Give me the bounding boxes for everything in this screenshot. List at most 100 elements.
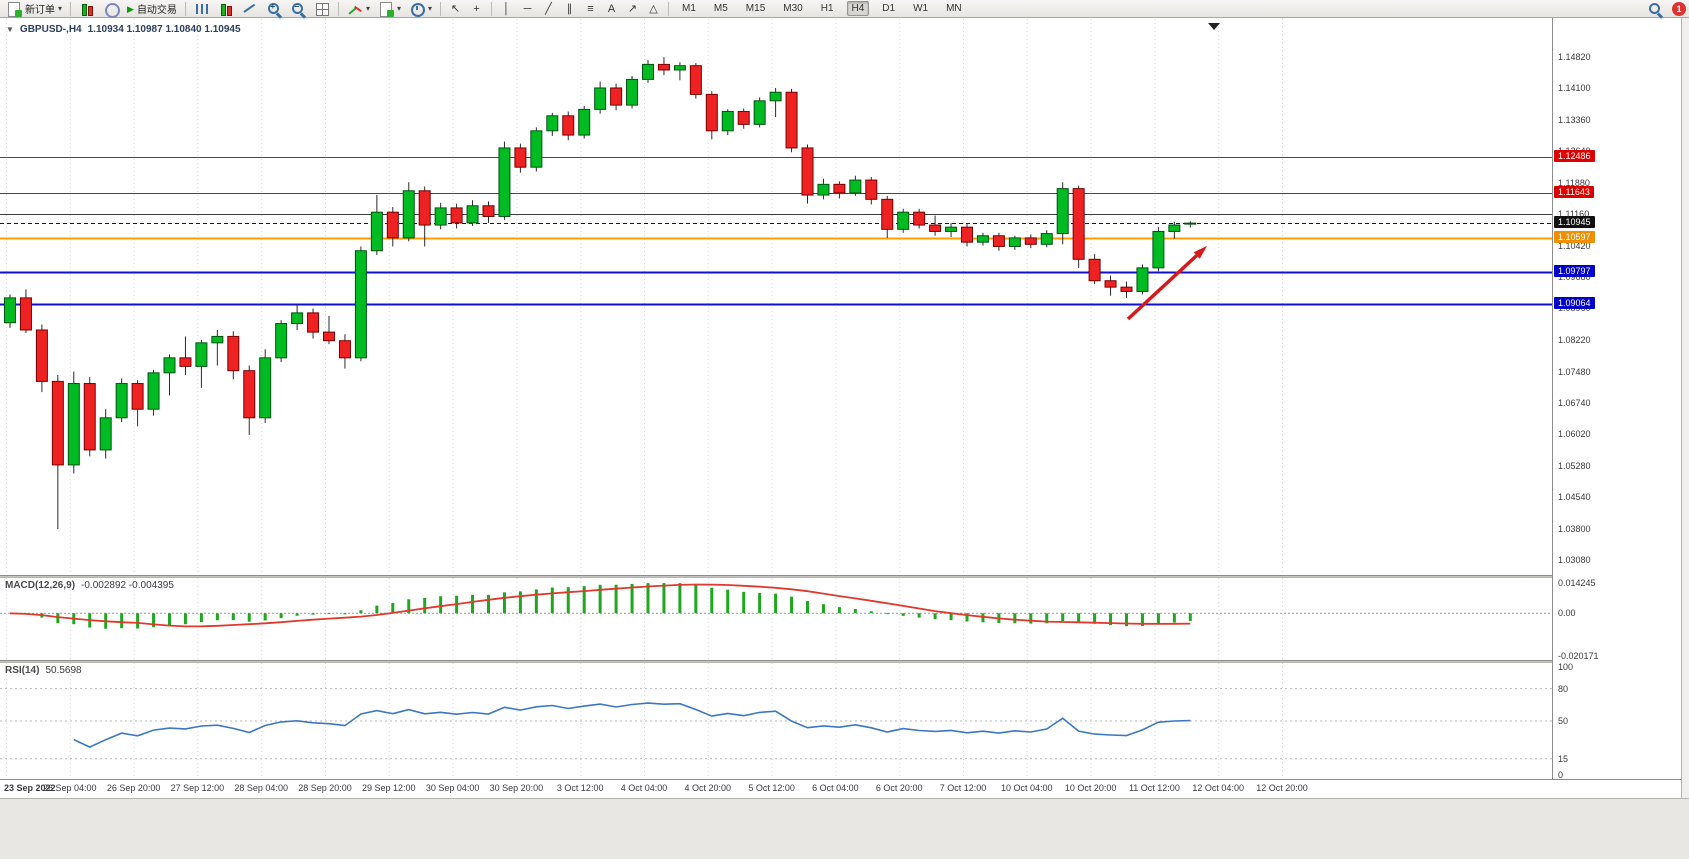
pane-divider[interactable] [0, 575, 1681, 578]
axis-tick-label: 1.10420 [1558, 240, 1591, 251]
axis-tick-label: 0.014245 [1558, 578, 1596, 588]
fibonacci-icon: ≡ [587, 2, 594, 15]
shapes-button[interactable]: △ [644, 1, 663, 17]
cursor-icon: ↖ [450, 2, 461, 15]
time-axis-label: 11 Oct 12:00 [1128, 783, 1180, 793]
timeframe-m30-button[interactable]: M30 [783, 3, 803, 14]
right-scrollbar[interactable] [1681, 18, 1689, 798]
axis-tick-label: 1.04540 [1558, 492, 1591, 503]
search-button[interactable] [1644, 1, 1666, 17]
chart-shift-marker [1208, 23, 1220, 30]
time-axis-label: 4 Oct 20:00 [684, 783, 732, 793]
indicators-icon [347, 1, 363, 17]
time-axis-label: 26 Sep 04:00 [43, 783, 97, 793]
time-axis-label: 12 Oct 20:00 [1256, 783, 1308, 793]
new-chart-button[interactable]: ▾ [375, 1, 404, 17]
timeframe-d1-button[interactable]: D1 [882, 3, 896, 14]
macd-histogram [24, 583, 1192, 629]
macd-pane[interactable]: MACD(12,26,9) -0.002892 -0.004395 [0, 578, 1552, 660]
time-axis-label: 26 Sep 20:00 [106, 783, 161, 793]
indicators-button[interactable]: ▾ [344, 1, 373, 17]
vertical-line-button[interactable]: │ [497, 1, 516, 17]
chart-window-icon [79, 1, 95, 17]
collapse-arrow-icon[interactable]: ▼ [6, 25, 14, 34]
search-icon [1647, 1, 1663, 17]
caret-down-icon: ▾ [58, 4, 63, 13]
time-axis-label: 5 Oct 12:00 [748, 783, 795, 793]
new-order-icon [6, 1, 22, 17]
channel-icon: ∥ [566, 2, 573, 15]
macd-label: MACD(12,26,9) [5, 580, 76, 591]
rsi-title: RSI(14) 50.5698 [5, 665, 82, 676]
autotrading-button[interactable]: ▶ 自动交易 [124, 1, 180, 17]
zoom-out-button[interactable]: − [287, 1, 309, 17]
price-line-label: 1.09064 [1554, 296, 1595, 309]
price-axis[interactable]: 1.148201.141001.133601.126401.118801.111… [1553, 18, 1681, 797]
trendline-button[interactable]: ╱ [539, 1, 558, 17]
axis-tick-label: 1.14820 [1558, 52, 1591, 63]
axis-tick-label: 1.07480 [1558, 366, 1591, 377]
timeframe-mn-button[interactable]: MN [946, 3, 962, 14]
text-tool-button[interactable]: A [602, 1, 621, 17]
axis-tick-label: 1.13360 [1558, 114, 1591, 125]
annotation-arrow [1126, 254, 1198, 321]
periods-button[interactable]: ▾ [406, 1, 435, 17]
new-order-button[interactable]: 新订单 ▾ [3, 1, 65, 17]
time-axis[interactable]: 23 Sep 2022 26 Sep 04:00 26 Sep 20:00 27 Se… [0, 779, 1681, 798]
time-axis-label: 28 Sep 20:00 [298, 783, 352, 793]
cursor-button[interactable]: ↖ [446, 1, 465, 17]
axis-tick-label: 0 [1558, 770, 1564, 780]
axis-tick-label: 100 [1558, 662, 1574, 672]
line-chart-icon [242, 1, 258, 17]
timeframe-h1-button[interactable]: H1 [820, 3, 834, 14]
tile-windows-button[interactable] [311, 1, 333, 17]
timeframe-h4-button[interactable]: H4 [844, 1, 873, 17]
candlestick-chart-button[interactable] [215, 1, 237, 17]
toolbar-separator [667, 1, 669, 16]
line-chart-button[interactable] [239, 1, 261, 17]
price-line-label: 1.09797 [1554, 265, 1595, 278]
bar-chart-button[interactable] [191, 1, 213, 17]
ohlc-values: 1.10934 1.10987 1.10840 1.10945 [87, 24, 241, 35]
timeframe-w1-button[interactable]: W1 [913, 3, 929, 14]
chart-window-button[interactable] [76, 1, 98, 17]
notification-badge[interactable]: 1 [1672, 1, 1686, 16]
play-icon: ▶ [127, 3, 134, 14]
time-axis-label: 6 Oct 04:00 [812, 783, 859, 793]
axis-tick-label: 1.06740 [1558, 398, 1591, 409]
rsi-value: 50.5698 [45, 665, 82, 676]
time-axis-label: 12 Oct 04:00 [1192, 783, 1244, 793]
axis-tick-label: 1.09680 [1558, 272, 1591, 283]
toolbar-separator [184, 1, 186, 16]
price-chart-pane[interactable]: ▼ GBPUSD-,H4 1.10934 1.10987 1.10840 1.1… [0, 19, 1552, 575]
new-chart-icon [378, 1, 394, 17]
arrow-tool-button[interactable]: ↗ [623, 1, 642, 17]
axis-tick-label: 1.14100 [1558, 82, 1591, 93]
zoom-in-button[interactable]: + [263, 1, 285, 17]
timeframe-m1-button[interactable]: M1 [681, 3, 696, 14]
rsi-line [73, 702, 1191, 748]
timeframe-m5-button[interactable]: M5 [713, 3, 728, 14]
time-axis-label: 10 Oct 20:00 [1064, 783, 1117, 793]
axis-tick-label: 1.05280 [1558, 460, 1591, 471]
pane-divider[interactable] [0, 660, 1681, 663]
rsi-pane[interactable]: RSI(14) 50.5698 [0, 663, 1552, 779]
crosshair-button[interactable]: + [467, 1, 486, 17]
rsi-label: RSI(14) [5, 665, 40, 676]
shapes-icon: △ [649, 2, 658, 15]
profiles-button[interactable] [100, 1, 122, 18]
toolbar-separator [337, 1, 339, 16]
axis-tick-label: 1.11880 [1558, 178, 1590, 189]
trendline-icon: ╱ [545, 2, 552, 15]
time-axis-label: 6 Oct 20:00 [875, 783, 923, 793]
axis-separator [1552, 18, 1553, 797]
fibonacci-button[interactable]: ≡ [581, 1, 600, 17]
candles-layer [4, 57, 1197, 530]
timeframe-m15-button[interactable]: M15 [745, 3, 766, 14]
axis-tick-label: 1.03800 [1558, 524, 1591, 535]
axis-tick-label: 1.11160 [1558, 208, 1590, 219]
channel-button[interactable]: ∥ [560, 1, 579, 17]
horizontal-line-button[interactable]: ─ [518, 1, 537, 17]
caret-down-icon: ▾ [396, 4, 401, 13]
crosshair-icon: + [473, 2, 480, 15]
